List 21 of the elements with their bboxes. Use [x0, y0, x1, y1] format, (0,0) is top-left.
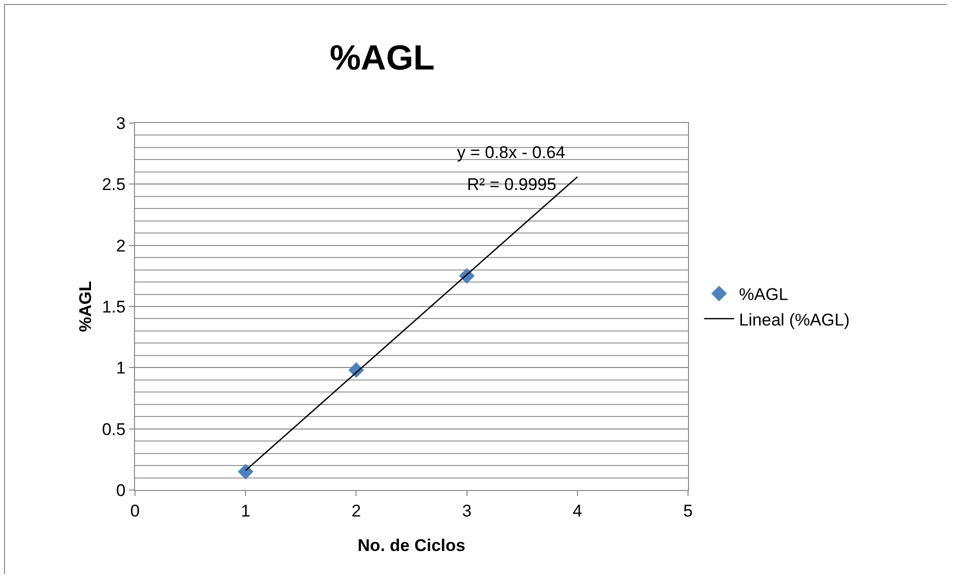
legend-label: Lineal (%AGL)	[739, 310, 850, 330]
point	[238, 464, 254, 480]
y-tick-label: 2.5	[102, 175, 126, 194]
x-tick-label: 2	[351, 501, 361, 520]
x-tick-label: 1	[240, 501, 250, 520]
x-tick-label: 5	[683, 501, 693, 520]
x-tick-label: 4	[572, 501, 582, 520]
y-tick-label: 3	[116, 114, 126, 133]
y-tick-label: 2	[116, 236, 126, 256]
annotation: y = 0.8x - 0.64	[457, 143, 566, 162]
x-axis-title: No. de Ciclos	[358, 536, 466, 555]
y-axis-title: %AGL	[76, 281, 95, 332]
x-tick-label: 3	[462, 501, 472, 520]
annotation: R² = 0.9995	[467, 175, 556, 194]
y-tick-label: 1.5	[102, 297, 126, 316]
y-tick-label: 0.5	[102, 420, 126, 439]
y-tick-label: 1	[116, 358, 126, 378]
legend-label: %AGL	[739, 285, 788, 304]
y-tick-label: 0	[116, 480, 126, 500]
x-tick-label: 0	[130, 501, 140, 520]
chart-title: %AGL	[330, 38, 435, 78]
